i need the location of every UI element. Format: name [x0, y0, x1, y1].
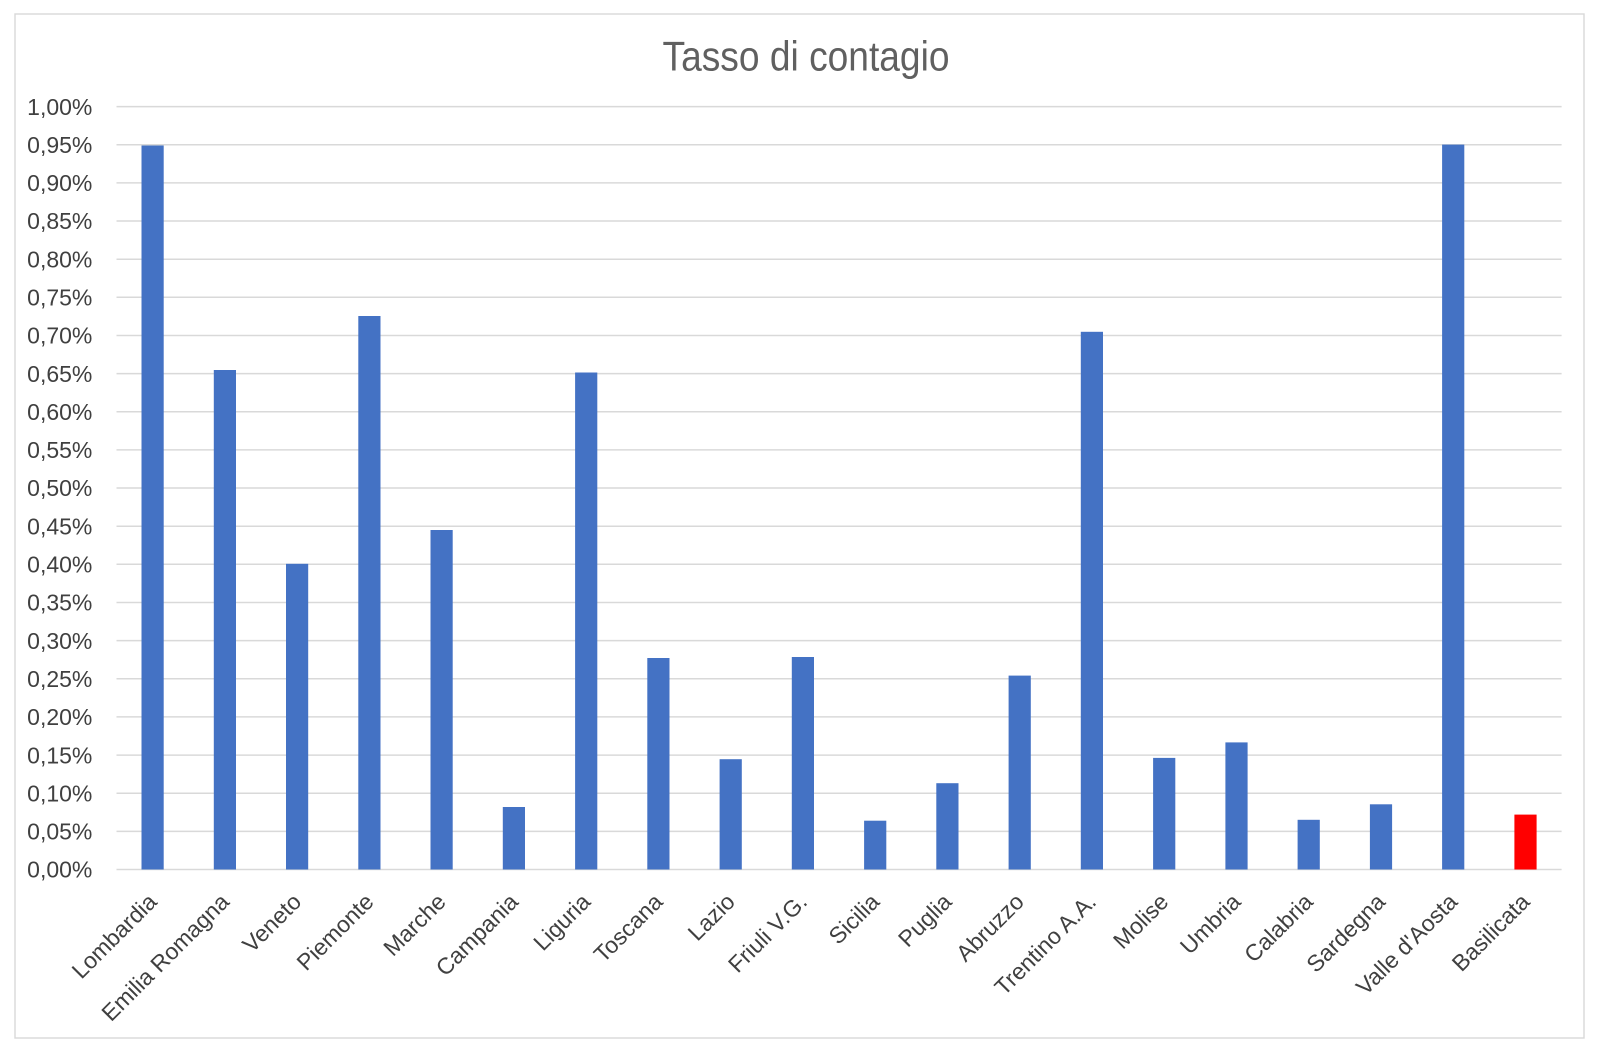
svg-text:Tasso di contagio: Tasso di contagio [663, 33, 950, 80]
svg-text:0,05%: 0,05% [27, 819, 92, 845]
svg-text:0,40%: 0,40% [27, 552, 92, 578]
svg-text:0,45%: 0,45% [27, 513, 92, 539]
svg-text:0,00%: 0,00% [27, 857, 92, 883]
svg-text:0,10%: 0,10% [27, 780, 92, 806]
svg-text:0,90%: 0,90% [27, 170, 92, 196]
svg-text:1,00%: 1,00% [27, 94, 92, 120]
svg-text:0,60%: 0,60% [27, 399, 92, 425]
svg-text:0,20%: 0,20% [27, 704, 92, 730]
svg-text:0,75%: 0,75% [27, 285, 92, 311]
svg-text:0,30%: 0,30% [27, 628, 92, 654]
svg-text:0,50%: 0,50% [27, 475, 92, 501]
svg-text:0,15%: 0,15% [27, 742, 92, 768]
svg-text:0,95%: 0,95% [27, 132, 92, 158]
svg-text:0,70%: 0,70% [27, 323, 92, 349]
svg-text:0,25%: 0,25% [27, 666, 92, 692]
svg-text:0,80%: 0,80% [27, 246, 92, 272]
svg-text:0,65%: 0,65% [27, 361, 92, 387]
svg-text:0,85%: 0,85% [27, 208, 92, 234]
svg-text:0,55%: 0,55% [27, 437, 92, 463]
svg-text:0,35%: 0,35% [27, 590, 92, 616]
